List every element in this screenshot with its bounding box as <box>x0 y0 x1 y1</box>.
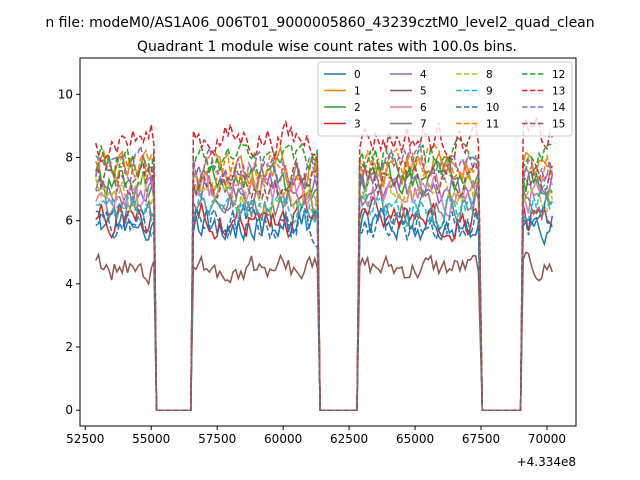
series-line-0 <box>95 206 554 411</box>
x-tick-label: 52500 <box>66 432 104 446</box>
x-tick-label: 60000 <box>264 432 302 446</box>
legend-label: 3 <box>354 119 361 131</box>
series-line-5 <box>95 251 554 411</box>
series-line-2 <box>95 155 553 411</box>
x-tick-label: 65000 <box>396 432 434 446</box>
legend-box <box>317 61 573 137</box>
y-tick-label: 4 <box>65 277 73 291</box>
x-tick-label: 57500 <box>198 432 236 446</box>
x-tick-label: 55000 <box>132 432 170 446</box>
x-offset-label: +4.334e8 <box>517 455 576 469</box>
y-tick-label: 2 <box>65 340 73 354</box>
series-line-12 <box>95 136 553 411</box>
y-tick-label: 8 <box>65 151 73 165</box>
x-tick-label: 67500 <box>462 432 500 446</box>
y-tick-label: 6 <box>65 214 73 228</box>
series-line-4 <box>95 165 554 411</box>
legend-label: 6 <box>420 102 427 114</box>
legend-label: 10 <box>486 102 499 114</box>
legend-label: 12 <box>552 69 565 81</box>
x-axis: 52500 55000 57500 60000 62500 65000 67500 70000 <box>66 426 566 446</box>
legend-label: 1 <box>354 86 361 98</box>
series-line-9 <box>95 184 554 411</box>
legend-label: 0 <box>354 69 361 81</box>
series-line-7 <box>95 180 553 411</box>
chart-suptitle: n file: modeM0/AS1A06_006T01_9000005860_… <box>45 15 594 31</box>
series-line-11 <box>95 142 554 411</box>
series-line-1 <box>95 144 554 411</box>
series-line-14 <box>95 141 554 411</box>
legend-label: 9 <box>486 86 493 98</box>
series-line-15 <box>95 156 554 411</box>
series-line-3 <box>95 189 553 411</box>
legend-label: 13 <box>552 86 565 98</box>
legend-label: 4 <box>420 69 427 81</box>
chart-title: Quadrant 1 module wise count rates with … <box>137 39 517 55</box>
plot-frame <box>79 57 577 427</box>
legend-label: 5 <box>420 86 427 98</box>
legend-label: 14 <box>552 102 566 114</box>
series-layer <box>95 116 554 411</box>
y-tick-label: 10 <box>58 87 73 101</box>
legend-label: 15 <box>552 119 565 131</box>
series-line-6 <box>95 170 554 411</box>
x-tick-label: 62500 <box>330 432 368 446</box>
y-axis: 0 2 4 6 8 10 <box>58 87 80 417</box>
legend-label: 11 <box>486 119 499 131</box>
series-line-10 <box>95 201 553 411</box>
x-tick-label: 70000 <box>528 432 566 446</box>
series-line-13 <box>95 116 553 411</box>
series-line-8 <box>95 166 554 411</box>
legend-label: 7 <box>420 119 427 131</box>
legend-label: 2 <box>354 102 361 114</box>
legend-label: 8 <box>486 69 493 81</box>
y-tick-label: 0 <box>65 403 73 417</box>
